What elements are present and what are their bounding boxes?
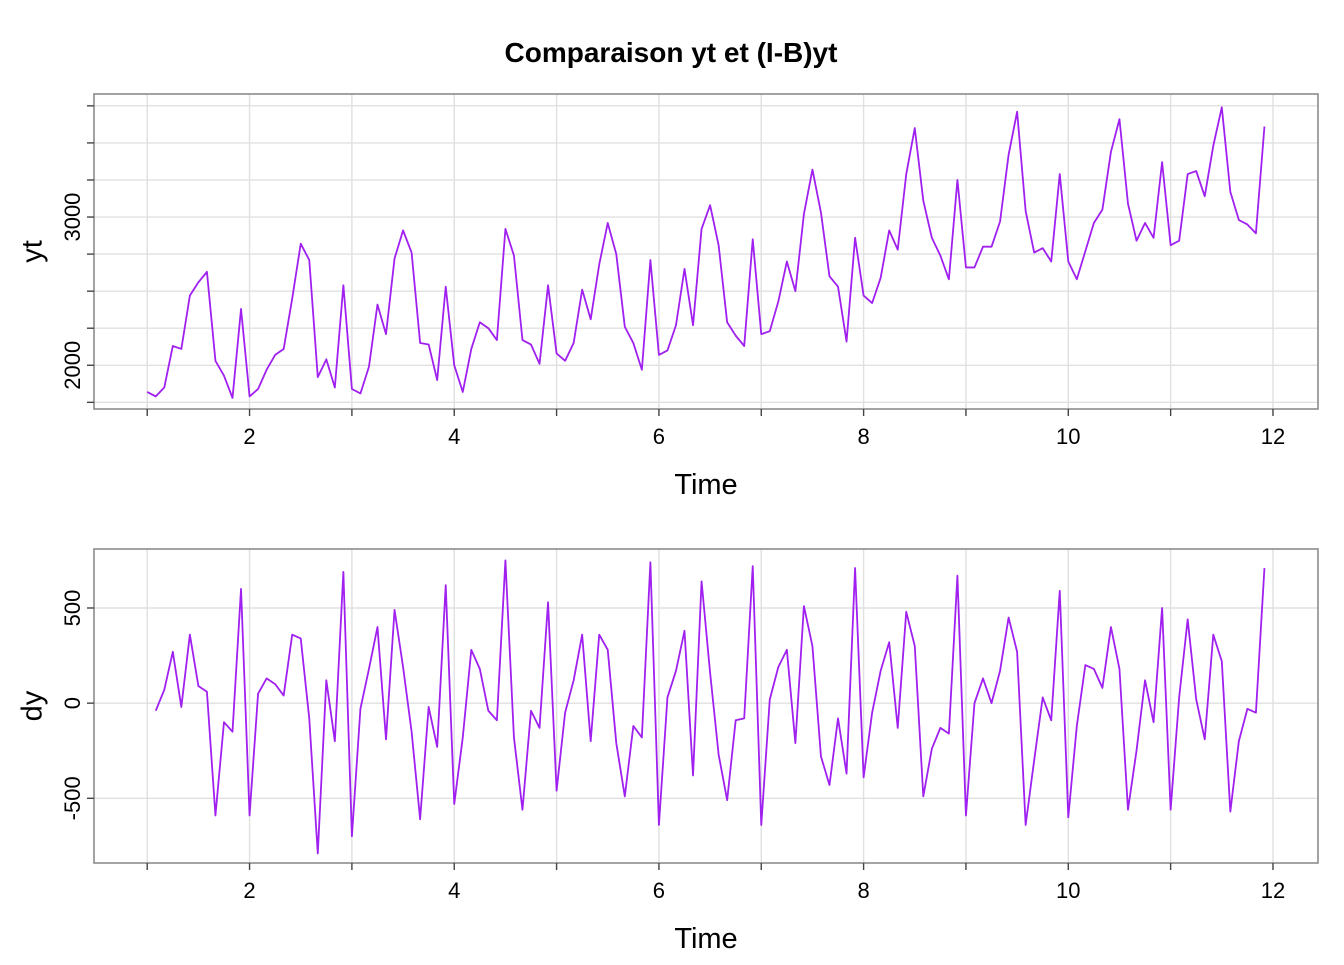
x-axis: 2 4 6 8 10 12 Time <box>146 863 1285 955</box>
x-tick-label: 4 <box>448 424 460 449</box>
x-tick-label: 6 <box>653 878 665 903</box>
y-tick-label: -500 <box>60 776 85 820</box>
x-tick-label: 12 <box>1261 878 1285 903</box>
x-tick-label: 8 <box>857 878 869 903</box>
y-axis: -500 0 500 dy <box>17 590 94 820</box>
yt-panel: 2 4 6 8 10 12 Time 2000 3000 yt <box>17 93 1319 501</box>
x-tick-label: 10 <box>1056 878 1080 903</box>
x-axis: 2 4 6 8 10 12 Time <box>146 409 1285 501</box>
chart-title: Comparaison yt et (I-B)yt <box>505 37 838 68</box>
plot-frame <box>93 548 1319 864</box>
series-line <box>154 559 1266 855</box>
y-tick-label: 0 <box>60 697 85 709</box>
grid-lines <box>94 94 1318 409</box>
x-tick-label: 12 <box>1261 424 1285 449</box>
x-tick-label: 8 <box>857 424 869 449</box>
series-line <box>146 106 1266 399</box>
plot-frame <box>93 93 1319 410</box>
y-axis-label: yt <box>17 240 49 263</box>
y-tick-label: 2000 <box>60 341 85 390</box>
x-tick-label: 10 <box>1056 424 1080 449</box>
grid-lines <box>94 549 1318 863</box>
y-axis-label: dy <box>17 690 49 721</box>
x-tick-label: 6 <box>653 424 665 449</box>
x-axis-label: Time <box>674 923 737 955</box>
x-axis-label: Time <box>674 469 737 501</box>
y-tick-label: 500 <box>60 590 85 627</box>
y-tick-label: 3000 <box>60 193 85 242</box>
dy-panel: 2 4 6 8 10 12 Time -500 0 500 dy <box>17 548 1319 955</box>
x-tick-label: 2 <box>243 424 255 449</box>
x-tick-label: 4 <box>448 878 460 903</box>
y-axis: 2000 3000 yt <box>17 105 94 404</box>
x-tick-label: 2 <box>243 878 255 903</box>
